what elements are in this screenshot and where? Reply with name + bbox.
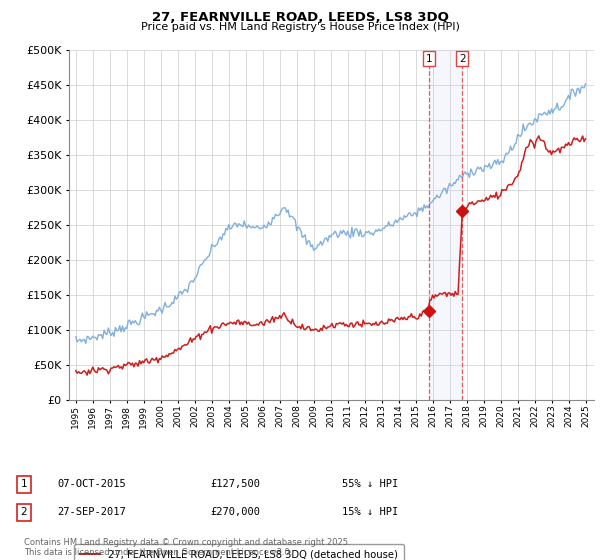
Text: 2: 2	[459, 54, 466, 64]
Bar	[429, 50, 463, 400]
Text: 1: 1	[426, 54, 433, 64]
Text: 1: 1	[20, 479, 28, 489]
Text: 27-SEP-2017: 27-SEP-2017	[57, 507, 126, 517]
Text: Price paid vs. HM Land Registry's House Price Index (HPI): Price paid vs. HM Land Registry's House …	[140, 22, 460, 32]
Text: 15% ↓ HPI: 15% ↓ HPI	[342, 507, 398, 517]
Text: 07-OCT-2015: 07-OCT-2015	[57, 479, 126, 489]
Legend: 27, FEARNVILLE ROAD, LEEDS, LS8 3DQ (detached house), HPI: Average price, detach: 27, FEARNVILLE ROAD, LEEDS, LS8 3DQ (det…	[74, 544, 404, 560]
Text: £127,500: £127,500	[210, 479, 260, 489]
Text: 55% ↓ HPI: 55% ↓ HPI	[342, 479, 398, 489]
Text: 27, FEARNVILLE ROAD, LEEDS, LS8 3DQ: 27, FEARNVILLE ROAD, LEEDS, LS8 3DQ	[152, 11, 448, 24]
Text: 2: 2	[20, 507, 28, 517]
Text: Contains HM Land Registry data © Crown copyright and database right 2025.
This d: Contains HM Land Registry data © Crown c…	[24, 538, 350, 557]
Text: £270,000: £270,000	[210, 507, 260, 517]
